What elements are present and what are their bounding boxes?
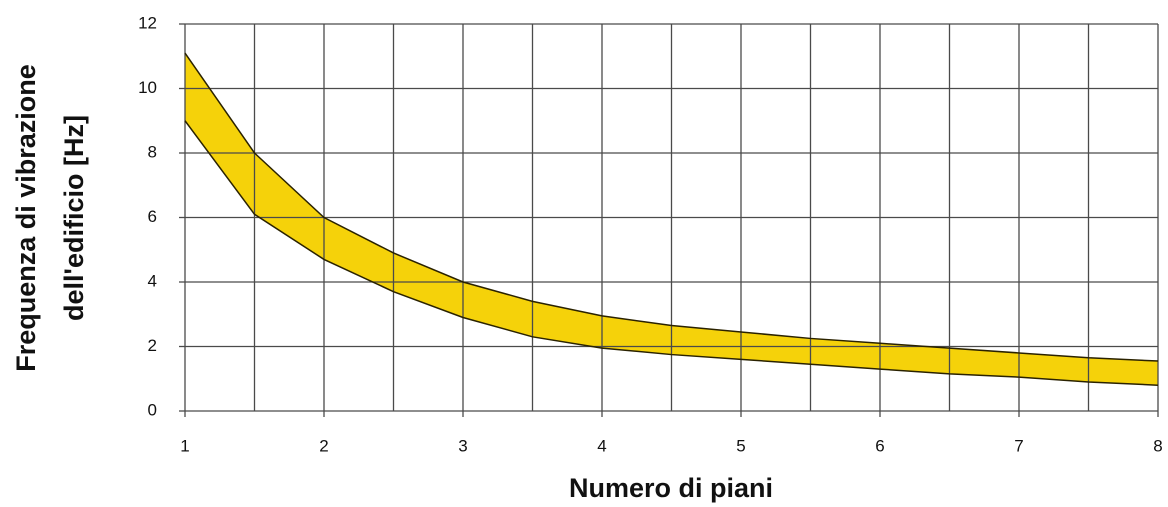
band-area (185, 53, 1158, 386)
y-tick-label: 12 (138, 13, 157, 32)
x-tick-label: 3 (458, 436, 467, 455)
y-tick-label: 0 (148, 400, 157, 419)
x-tick-label: 6 (875, 436, 884, 455)
x-tick-label: 5 (736, 436, 745, 455)
y-tick-label: 8 (148, 142, 157, 161)
x-tick-label: 2 (319, 436, 328, 455)
upper-edge (184, 52, 1159, 362)
y-axis-title-line: dell'edificio [Hz] (59, 115, 89, 321)
y-tick-label: 6 (148, 207, 157, 226)
lower-edge (184, 120, 1159, 386)
y-axis-title-line: Frequenza di vibrazione (11, 64, 41, 372)
y-tick-label: 10 (138, 78, 157, 97)
x-axis-title: Numero di piani (569, 473, 773, 503)
y-axis-title: Frequenza di vibrazione dell'edificio [H… (11, 64, 89, 372)
x-tick-label: 8 (1153, 436, 1162, 455)
x-tick-label: 1 (180, 436, 189, 455)
y-tick-label: 2 (148, 336, 157, 355)
x-tick-label: 4 (597, 436, 606, 455)
y-tick-label: 4 (148, 271, 157, 290)
x-tick-label: 7 (1014, 436, 1023, 455)
